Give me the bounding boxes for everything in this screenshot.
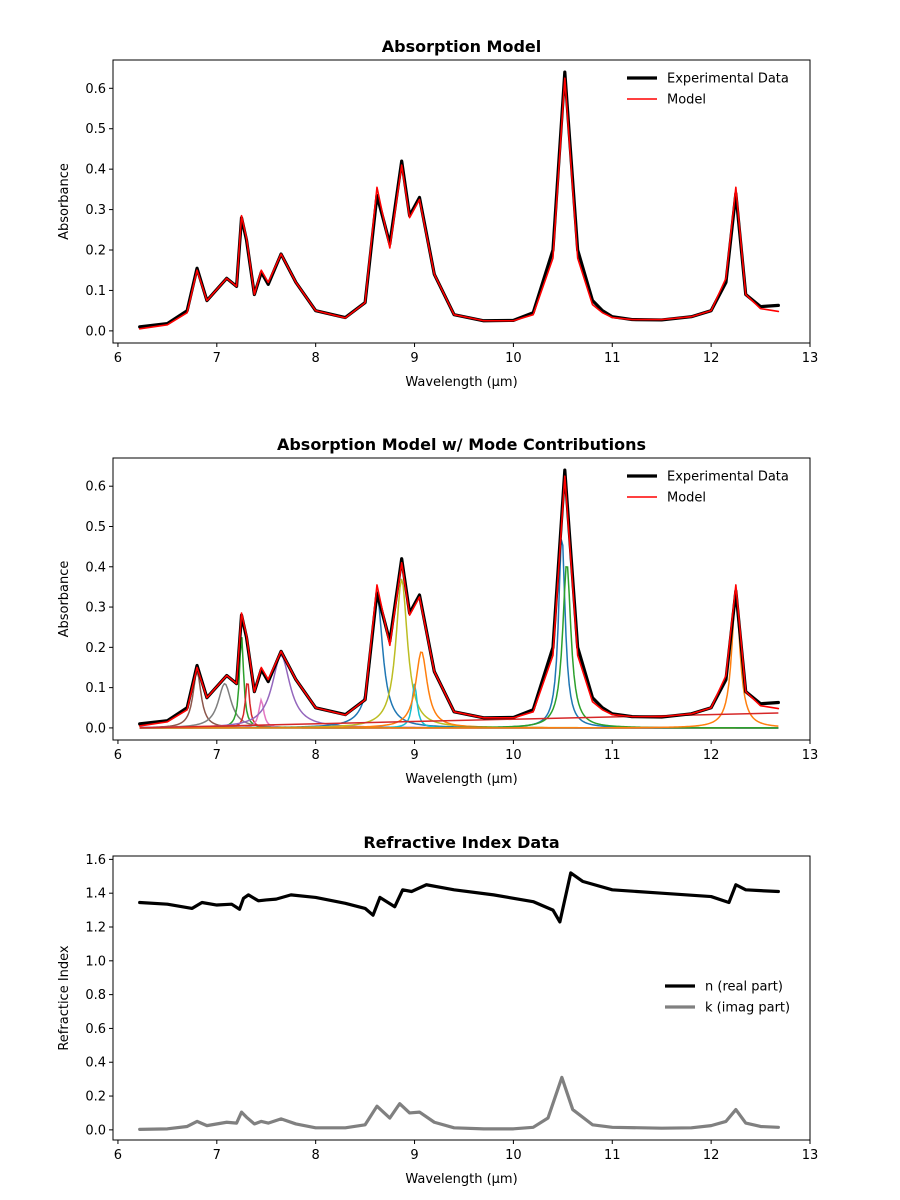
x-tick-label: 6	[114, 748, 122, 763]
y-axis-label: Refractice Index	[57, 945, 72, 1051]
mode-contribution-line	[139, 578, 779, 729]
y-tick-label: 1.4	[85, 887, 106, 902]
x-tick-label: 11	[604, 748, 621, 763]
y-tick-label: 0.4	[85, 560, 106, 575]
y-tick-label: 0.5	[85, 520, 106, 535]
legend: Experimental Data Model	[627, 72, 789, 108]
y-tick-label: 0.5	[85, 122, 106, 137]
x-tick-label: 9	[410, 748, 418, 763]
legend-label: n (real part)	[705, 980, 783, 995]
y-tick-label: 0.4	[85, 163, 106, 178]
x-tick-label: 12	[703, 351, 720, 366]
series-line-1	[138, 468, 780, 726]
x-tick-label: 6	[114, 351, 122, 366]
x-tick-label: 13	[802, 748, 819, 763]
mode-contribution-line	[139, 594, 779, 729]
y-tick-label: 0.1	[85, 284, 106, 299]
legend-label: Model	[667, 491, 706, 506]
x-tick-label: 12	[703, 748, 720, 763]
y-tick-label: 0.2	[85, 1090, 106, 1105]
y-tick-label: 0.6	[85, 1022, 106, 1037]
y-tick-label: 0.0	[85, 721, 106, 736]
chart-title: Refractive Index Data	[363, 833, 559, 852]
chart-title: Absorption Model w/ Mode Contributions	[277, 435, 646, 454]
x-tick-label: 8	[312, 1148, 320, 1163]
y-axis-label: Absorbance	[57, 163, 72, 240]
x-tick-label: 10	[505, 351, 522, 366]
y-tick-label: 0.8	[85, 988, 106, 1003]
x-tick-label: 7	[213, 748, 221, 763]
legend: n (real part) k (imag part)	[665, 980, 790, 1016]
y-tick-label: 0.0	[85, 324, 106, 339]
y-tick-label: 0.2	[85, 244, 106, 259]
legend: Experimental Data Model	[627, 470, 789, 506]
x-tick-label: 13	[802, 351, 819, 366]
x-tick-label: 11	[604, 351, 621, 366]
chart-panel-3: Refractive Index Data 6 7 8 9 10 11 12 13 0.0 0.2 0…	[57, 833, 818, 1187]
y-tick-label: 1.2	[85, 921, 106, 936]
axes-frame	[112, 855, 811, 1141]
y-axis-label: Absorbance	[57, 561, 72, 638]
plot-area	[138, 871, 780, 1131]
x-tick-label: 9	[410, 1148, 418, 1163]
y-tick-label: 1.0	[85, 954, 106, 969]
legend-label: Model	[667, 93, 706, 108]
x-tick-label: 10	[505, 1148, 522, 1163]
mode-contribution-line	[139, 539, 779, 729]
x-axis-label: Wavelength (μm)	[405, 1172, 517, 1187]
mode-contribution-line	[139, 683, 779, 729]
y-tick-label: 0.2	[85, 641, 106, 656]
x-axis-label: Wavelength (μm)	[405, 772, 517, 787]
x-tick-label: 13	[802, 1148, 819, 1163]
y-tick-label: 0.4	[85, 1056, 106, 1071]
chart-panel-2: Absorption Model w/ Mode Contributions 6 7…	[57, 435, 818, 787]
mode-contribution-line	[139, 565, 779, 729]
mode-contribution-line	[139, 594, 779, 729]
x-tick-label: 8	[312, 351, 320, 366]
x-axis-label: Wavelength (μm)	[405, 375, 517, 390]
x-tick-label: 8	[312, 748, 320, 763]
y-tick-label: 1.6	[85, 853, 106, 868]
mode-contribution-line	[139, 683, 779, 729]
chart-title: Absorption Model	[382, 37, 541, 56]
series-line-1	[138, 70, 780, 329]
mode-contribution-line	[139, 654, 779, 729]
y-tick-label: 0.3	[85, 203, 106, 218]
series-line-2	[138, 77, 780, 330]
legend-label: k (imag part)	[705, 1001, 790, 1016]
series-line-2	[138, 1075, 780, 1131]
y-tick-label: 0.3	[85, 601, 106, 616]
axes-frame	[112, 457, 811, 741]
x-tick-label: 7	[213, 1148, 221, 1163]
x-tick-label: 10	[505, 748, 522, 763]
legend-label: Experimental Data	[667, 470, 789, 485]
y-tick-label: 0.0	[85, 1123, 106, 1138]
axes-frame	[112, 59, 811, 344]
mode-contribution-line	[139, 682, 779, 729]
x-tick-label: 9	[410, 351, 418, 366]
series-line-1	[138, 871, 780, 924]
y-tick-label: 0.1	[85, 681, 106, 696]
plot-area	[138, 70, 780, 330]
x-tick-label: 11	[604, 1148, 621, 1163]
chart-panel-1: Absorption Model 6 7 8 9 10 11 12 13 0.0 0.1 0.2 0.3…	[57, 37, 818, 390]
x-tick-label: 12	[703, 1148, 720, 1163]
y-tick-label: 0.6	[85, 82, 106, 97]
x-tick-label: 6	[114, 1148, 122, 1163]
x-tick-label: 7	[213, 351, 221, 366]
legend-label: Experimental Data	[667, 72, 789, 87]
series-line-2	[138, 475, 780, 727]
y-tick-label: 0.6	[85, 480, 106, 495]
plot-area	[138, 468, 780, 729]
